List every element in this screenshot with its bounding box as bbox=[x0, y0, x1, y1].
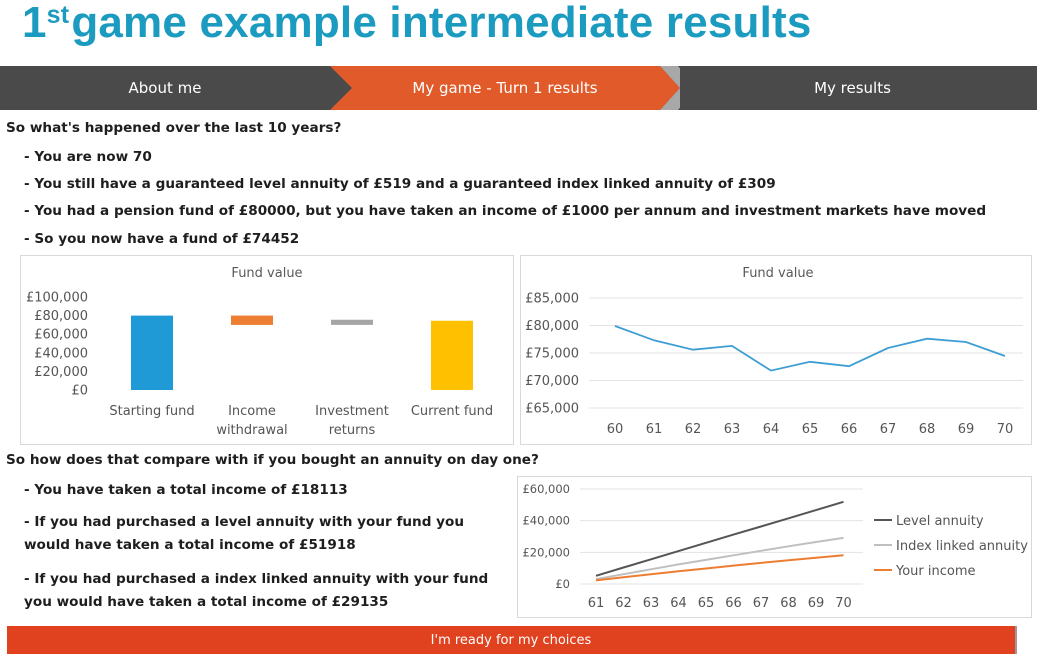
waterfall-svg: Fund value £100,000 £80,000 £60,000 £40,000… bbox=[26, 266, 493, 438]
ready-for-choices-button[interactable]: I'm ready for my choices bbox=[7, 626, 1017, 654]
tab-my-game-label: My game - Turn 1 results bbox=[412, 79, 598, 97]
y-tick-label: £40,000 bbox=[522, 514, 570, 528]
section1-bullet-current-fund: - So you now have a fund of £74452 bbox=[24, 231, 300, 247]
tab-my-results-label: My results bbox=[814, 79, 891, 97]
y-tick-label: £0 bbox=[555, 577, 570, 591]
x-tick-label: 69 bbox=[958, 422, 975, 437]
section2-bullet-total-income: - You have taken a total income of £1811… bbox=[24, 482, 348, 498]
y-tick-label: £80,000 bbox=[525, 319, 579, 334]
tab-about-me-label: About me bbox=[128, 79, 202, 97]
x-tick-label: 67 bbox=[753, 596, 770, 611]
chart2-title: Fund value bbox=[742, 266, 813, 281]
x-tick-label: 66 bbox=[841, 422, 858, 437]
y-tick-label: £60,000 bbox=[522, 482, 570, 496]
waterfall-bar bbox=[231, 315, 273, 325]
tab-my-game-turn1[interactable]: My game - Turn 1 results bbox=[340, 66, 670, 110]
active-tab-accent bbox=[660, 66, 680, 110]
chart1-title: Fund value bbox=[231, 266, 302, 281]
fund-line-svg: Fund value £85,000 £80,000 £75,000 £70,000 £… bbox=[525, 266, 1023, 437]
section2-bullet-index-annuity: - If you had purchased a index linked an… bbox=[24, 571, 489, 610]
x-category-label: Starting fund bbox=[109, 404, 194, 419]
x-tick-label: 68 bbox=[780, 596, 797, 611]
x-tick-label: 62 bbox=[685, 422, 702, 437]
y-tick-label: £60,000 bbox=[34, 328, 88, 343]
legend-label: Your income bbox=[895, 564, 976, 579]
y-tick-label: £40,000 bbox=[34, 346, 88, 361]
slide-title: 1stgame example intermediate results bbox=[22, 0, 812, 54]
title-ordinal-suffix: st bbox=[46, 1, 70, 29]
x-category-label: returns bbox=[329, 423, 376, 438]
x-category-label: Income bbox=[228, 404, 276, 419]
x-tick-label: 61 bbox=[588, 596, 605, 611]
fund-value-waterfall-chart: Fund value £100,000 £80,000 £60,000 £40,000… bbox=[20, 255, 514, 445]
waterfall-bar bbox=[131, 315, 173, 390]
y-tick-label: £85,000 bbox=[525, 292, 579, 307]
x-tick-label: 66 bbox=[725, 596, 742, 611]
section2-bullet-level-annuity: - If you had purchased a level annuity w… bbox=[24, 514, 465, 553]
x-tick-label: 67 bbox=[880, 422, 897, 437]
x-tick-label: 68 bbox=[919, 422, 936, 437]
tab-about-me[interactable]: About me bbox=[0, 66, 330, 110]
tab-my-results[interactable]: My results bbox=[690, 66, 1015, 110]
x-tick-label: 70 bbox=[835, 596, 852, 611]
x-category-label: Current fund bbox=[411, 404, 493, 419]
legend-label: Level annuity bbox=[896, 514, 984, 529]
waterfall-bar bbox=[431, 320, 473, 390]
x-tick-label: 65 bbox=[802, 422, 819, 437]
comparison-series-line bbox=[595, 536, 844, 581]
x-tick-label: 61 bbox=[646, 422, 663, 437]
comparison-svg: £60,000 £40,000 £20,000 £0 61 62 63 64 65 66 67 68 6… bbox=[522, 482, 1028, 611]
y-tick-label: £0 bbox=[71, 384, 88, 399]
section1-bullet-fund: - You had a pension fund of £80000, but … bbox=[24, 203, 987, 219]
y-tick-label: £65,000 bbox=[525, 402, 579, 417]
x-tick-label: 62 bbox=[615, 596, 632, 611]
active-tab-chevron bbox=[330, 66, 680, 110]
y-tick-label: £70,000 bbox=[525, 374, 579, 389]
x-tick-label: 63 bbox=[724, 422, 741, 437]
fund-value-line-chart: Fund value £85,000 £80,000 £75,000 £70,000 £… bbox=[520, 255, 1032, 445]
x-category-label: Investment bbox=[315, 404, 389, 419]
x-tick-label: 64 bbox=[763, 422, 780, 437]
y-tick-label: £20,000 bbox=[522, 545, 570, 559]
section1-bullet-annuities: - You still have a guaranteed level annu… bbox=[24, 176, 776, 192]
progress-navbar: About me My game - Turn 1 results My res… bbox=[0, 66, 1037, 110]
active-tab-shape bbox=[330, 66, 680, 110]
ready-button-label: I'm ready for my choices bbox=[430, 632, 592, 648]
comparison-series-line bbox=[595, 500, 844, 577]
waterfall-bar bbox=[331, 319, 373, 325]
y-tick-label: £75,000 bbox=[525, 347, 579, 362]
income-comparison-chart: £60,000 £40,000 £20,000 £0 61 62 63 64 65 66 67 68 6… bbox=[517, 476, 1032, 618]
y-tick-label: £100,000 bbox=[26, 291, 88, 306]
y-tick-label: £80,000 bbox=[34, 309, 88, 324]
section1-heading: So what's happened over the last 10 year… bbox=[6, 120, 342, 136]
x-tick-label: 69 bbox=[808, 596, 825, 611]
x-category-label: withdrawal bbox=[216, 423, 287, 438]
x-tick-label: 65 bbox=[698, 596, 715, 611]
y-tick-label: £20,000 bbox=[34, 365, 88, 380]
comparison-series-line bbox=[595, 554, 844, 582]
x-tick-label: 64 bbox=[670, 596, 687, 611]
section1-bullet-age: - You are now 70 bbox=[24, 149, 152, 165]
section2-heading: So how does that compare with if you bou… bbox=[6, 452, 539, 468]
title-text: game example intermediate results bbox=[71, 0, 812, 47]
fund-value-line bbox=[614, 325, 1006, 372]
title-ordinal: 1 bbox=[22, 0, 47, 47]
x-tick-label: 63 bbox=[643, 596, 660, 611]
legend-label: Index linked annuity bbox=[896, 539, 1028, 554]
x-tick-label: 60 bbox=[607, 422, 624, 437]
x-tick-label: 70 bbox=[997, 422, 1014, 437]
